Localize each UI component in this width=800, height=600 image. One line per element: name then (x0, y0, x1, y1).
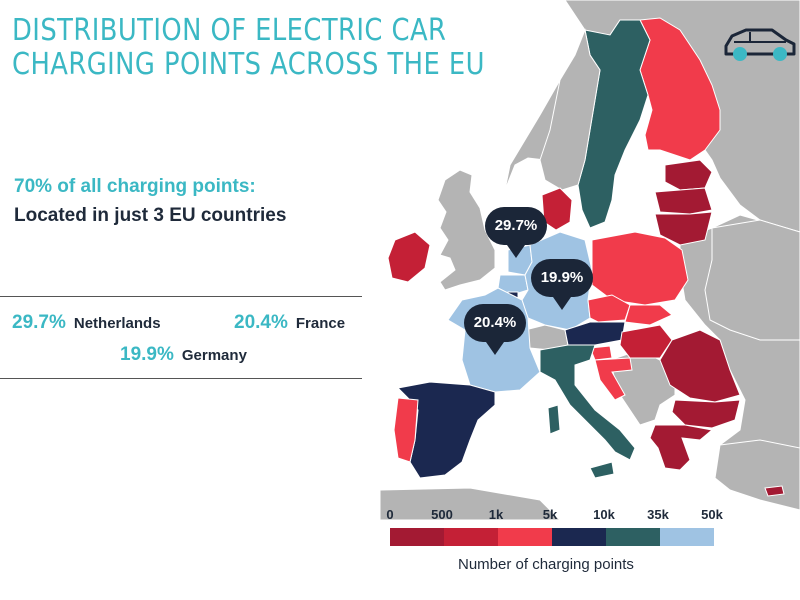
stat-country: Netherlands (73, 315, 161, 332)
stat-pct: 19.9% (120, 344, 174, 365)
country-slovenia (589, 345, 613, 361)
country-croatia (594, 357, 633, 401)
page-title: DISTRIBUTION OF ELECTRIC CAR CHARGING PO… (12, 14, 532, 82)
region-ukraine-belarus (704, 219, 800, 341)
country-norway-sliver (539, 28, 601, 191)
country-estonia (664, 159, 713, 191)
legend-tick: 0 (386, 507, 394, 522)
country-greece (649, 424, 714, 471)
legend-swatch-4 (606, 528, 660, 546)
legend-label: Number of charging points (458, 556, 634, 573)
callout-label: 20.4% (464, 304, 526, 342)
country-belgium (497, 274, 529, 296)
country-slovakia (624, 304, 673, 326)
legend-swatch-0 (390, 528, 444, 546)
country-romania (659, 329, 741, 403)
stat-netherlands: 29.7% Netherlands (12, 312, 161, 334)
stat-france: 20.4% France (234, 312, 345, 334)
stat-country: France (295, 315, 346, 332)
title-line-1: DISTRIBUTION OF ELECTRIC CAR (12, 13, 447, 48)
legend-tick: 10k (593, 507, 615, 522)
legend-tick: 500 (431, 507, 453, 522)
stat-country: Germany (181, 347, 247, 364)
legend-swatch-2 (498, 528, 552, 546)
legend-tick: 5k (542, 507, 558, 522)
callout-tail (507, 245, 525, 258)
subheading: 70% of all charging points: (14, 176, 256, 197)
callout-france: 20.4% (464, 304, 526, 355)
country-latvia (654, 187, 713, 215)
legend-color-bar (390, 528, 714, 546)
legend-swatch-5 (660, 528, 714, 546)
subline: Located in just 3 EU countries (14, 205, 287, 226)
callout-label: 29.7% (485, 207, 547, 245)
callout-label: 19.9% (531, 259, 593, 297)
country-ireland (387, 231, 431, 283)
country-lithuania (654, 211, 713, 246)
legend-swatch-3 (552, 528, 606, 546)
legend-tick: 35k (647, 507, 669, 522)
country-italy (539, 344, 636, 461)
legend-swatch-1 (444, 528, 498, 546)
stat-germany: 19.9% Germany (120, 344, 247, 366)
country-cyprus (764, 485, 785, 497)
country-portugal (393, 397, 419, 463)
divider-top (0, 296, 362, 297)
region-north-africa (379, 487, 562, 521)
title-line-2: CHARGING POINTS ACROSS THE EU (12, 47, 485, 82)
callout-tail (486, 342, 504, 355)
legend-tick: 50k (701, 507, 723, 522)
region-uk (437, 169, 496, 291)
country-bulgaria (671, 399, 741, 429)
stat-pct: 20.4% (234, 312, 288, 333)
car-icon (724, 28, 796, 61)
callout-germany: 19.9% (531, 259, 593, 310)
country-hungary (619, 324, 673, 359)
callout-netherlands: 29.7% (485, 207, 547, 258)
divider-bottom (0, 378, 362, 379)
callout-tail (553, 297, 571, 310)
legend-tick: 1k (488, 507, 504, 522)
stat-pct: 29.7% (12, 312, 66, 333)
region-turkey (714, 439, 800, 511)
country-czech (587, 294, 631, 323)
country-sicily (589, 461, 615, 479)
country-sardinia (547, 404, 561, 435)
country-poland (591, 231, 689, 306)
